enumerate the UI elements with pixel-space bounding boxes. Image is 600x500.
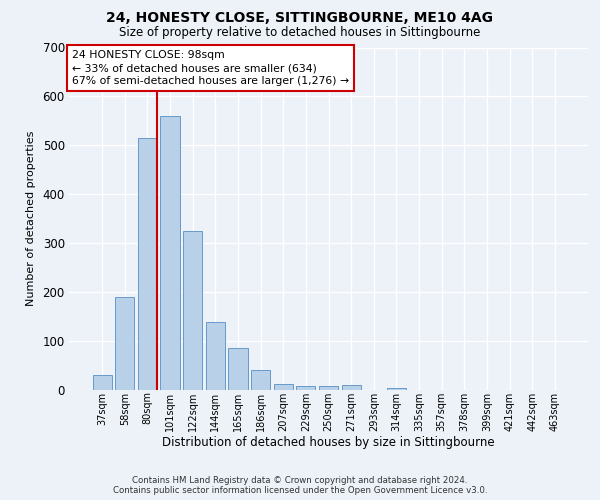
Bar xyxy=(183,231,202,390)
Bar xyxy=(296,386,316,390)
Bar xyxy=(206,322,225,390)
X-axis label: Distribution of detached houses by size in Sittingbourne: Distribution of detached houses by size … xyxy=(162,436,495,450)
Bar xyxy=(387,388,406,390)
Bar xyxy=(115,297,134,390)
Bar xyxy=(341,385,361,390)
Bar xyxy=(92,376,112,390)
Bar xyxy=(229,348,248,390)
Bar xyxy=(251,370,270,390)
Text: Contains HM Land Registry data © Crown copyright and database right 2024.
Contai: Contains HM Land Registry data © Crown c… xyxy=(113,476,487,495)
Text: Size of property relative to detached houses in Sittingbourne: Size of property relative to detached ho… xyxy=(119,26,481,39)
Y-axis label: Number of detached properties: Number of detached properties xyxy=(26,131,35,306)
Bar xyxy=(274,384,293,390)
Bar xyxy=(138,138,157,390)
Text: 24 HONESTY CLOSE: 98sqm
← 33% of detached houses are smaller (634)
67% of semi-d: 24 HONESTY CLOSE: 98sqm ← 33% of detache… xyxy=(71,50,349,86)
Text: 24, HONESTY CLOSE, SITTINGBOURNE, ME10 4AG: 24, HONESTY CLOSE, SITTINGBOURNE, ME10 4… xyxy=(107,11,493,25)
Bar xyxy=(319,386,338,390)
Bar xyxy=(160,116,180,390)
